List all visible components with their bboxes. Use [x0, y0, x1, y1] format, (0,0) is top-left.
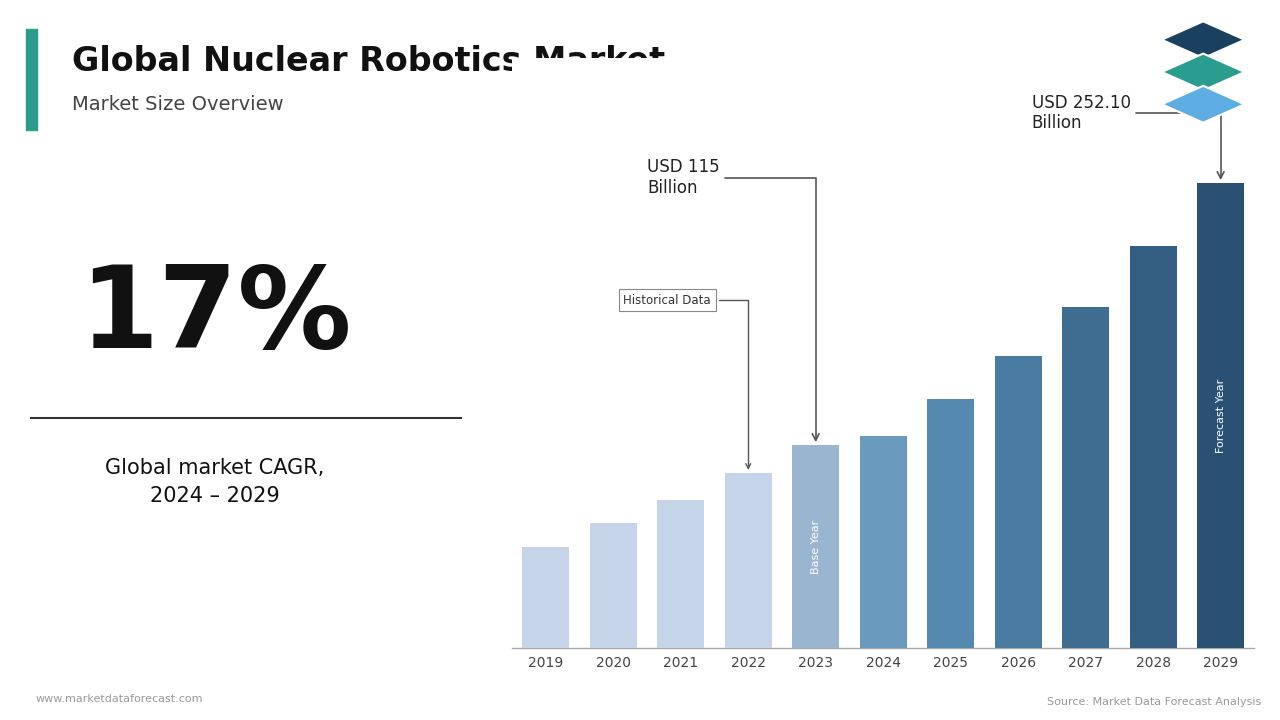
Text: USD 252.10
Billion: USD 252.10 Billion	[1032, 94, 1224, 179]
Bar	[657, 500, 704, 648]
Text: Market Size Overview: Market Size Overview	[72, 95, 283, 114]
Polygon shape	[1162, 22, 1244, 58]
Text: Base Year: Base Year	[810, 519, 820, 574]
Bar	[26, 29, 37, 130]
Text: Source: Market Data Forecast Analysis: Source: Market Data Forecast Analysis	[1047, 697, 1261, 707]
Bar	[1197, 183, 1244, 648]
Text: Historical Data: Historical Data	[623, 294, 750, 469]
Bar	[590, 523, 637, 648]
Bar	[522, 546, 570, 648]
Text: Global market CAGR,
2024 – 2029: Global market CAGR, 2024 – 2029	[105, 459, 325, 506]
Bar	[724, 473, 772, 648]
Text: USD 115
Billion: USD 115 Billion	[646, 158, 819, 441]
Bar	[927, 399, 974, 648]
Bar	[1129, 246, 1176, 648]
Bar	[1062, 307, 1110, 648]
Text: www.marketdataforecast.com: www.marketdataforecast.com	[36, 694, 204, 704]
Text: Global Nuclear Robotics Market: Global Nuclear Robotics Market	[72, 45, 664, 78]
Text: Forecast Year: Forecast Year	[1216, 379, 1226, 453]
Polygon shape	[1162, 86, 1244, 122]
Text: 17%: 17%	[79, 261, 351, 372]
Bar	[995, 356, 1042, 648]
Bar	[792, 445, 840, 648]
Bar	[860, 436, 906, 648]
Polygon shape	[1162, 53, 1244, 91]
